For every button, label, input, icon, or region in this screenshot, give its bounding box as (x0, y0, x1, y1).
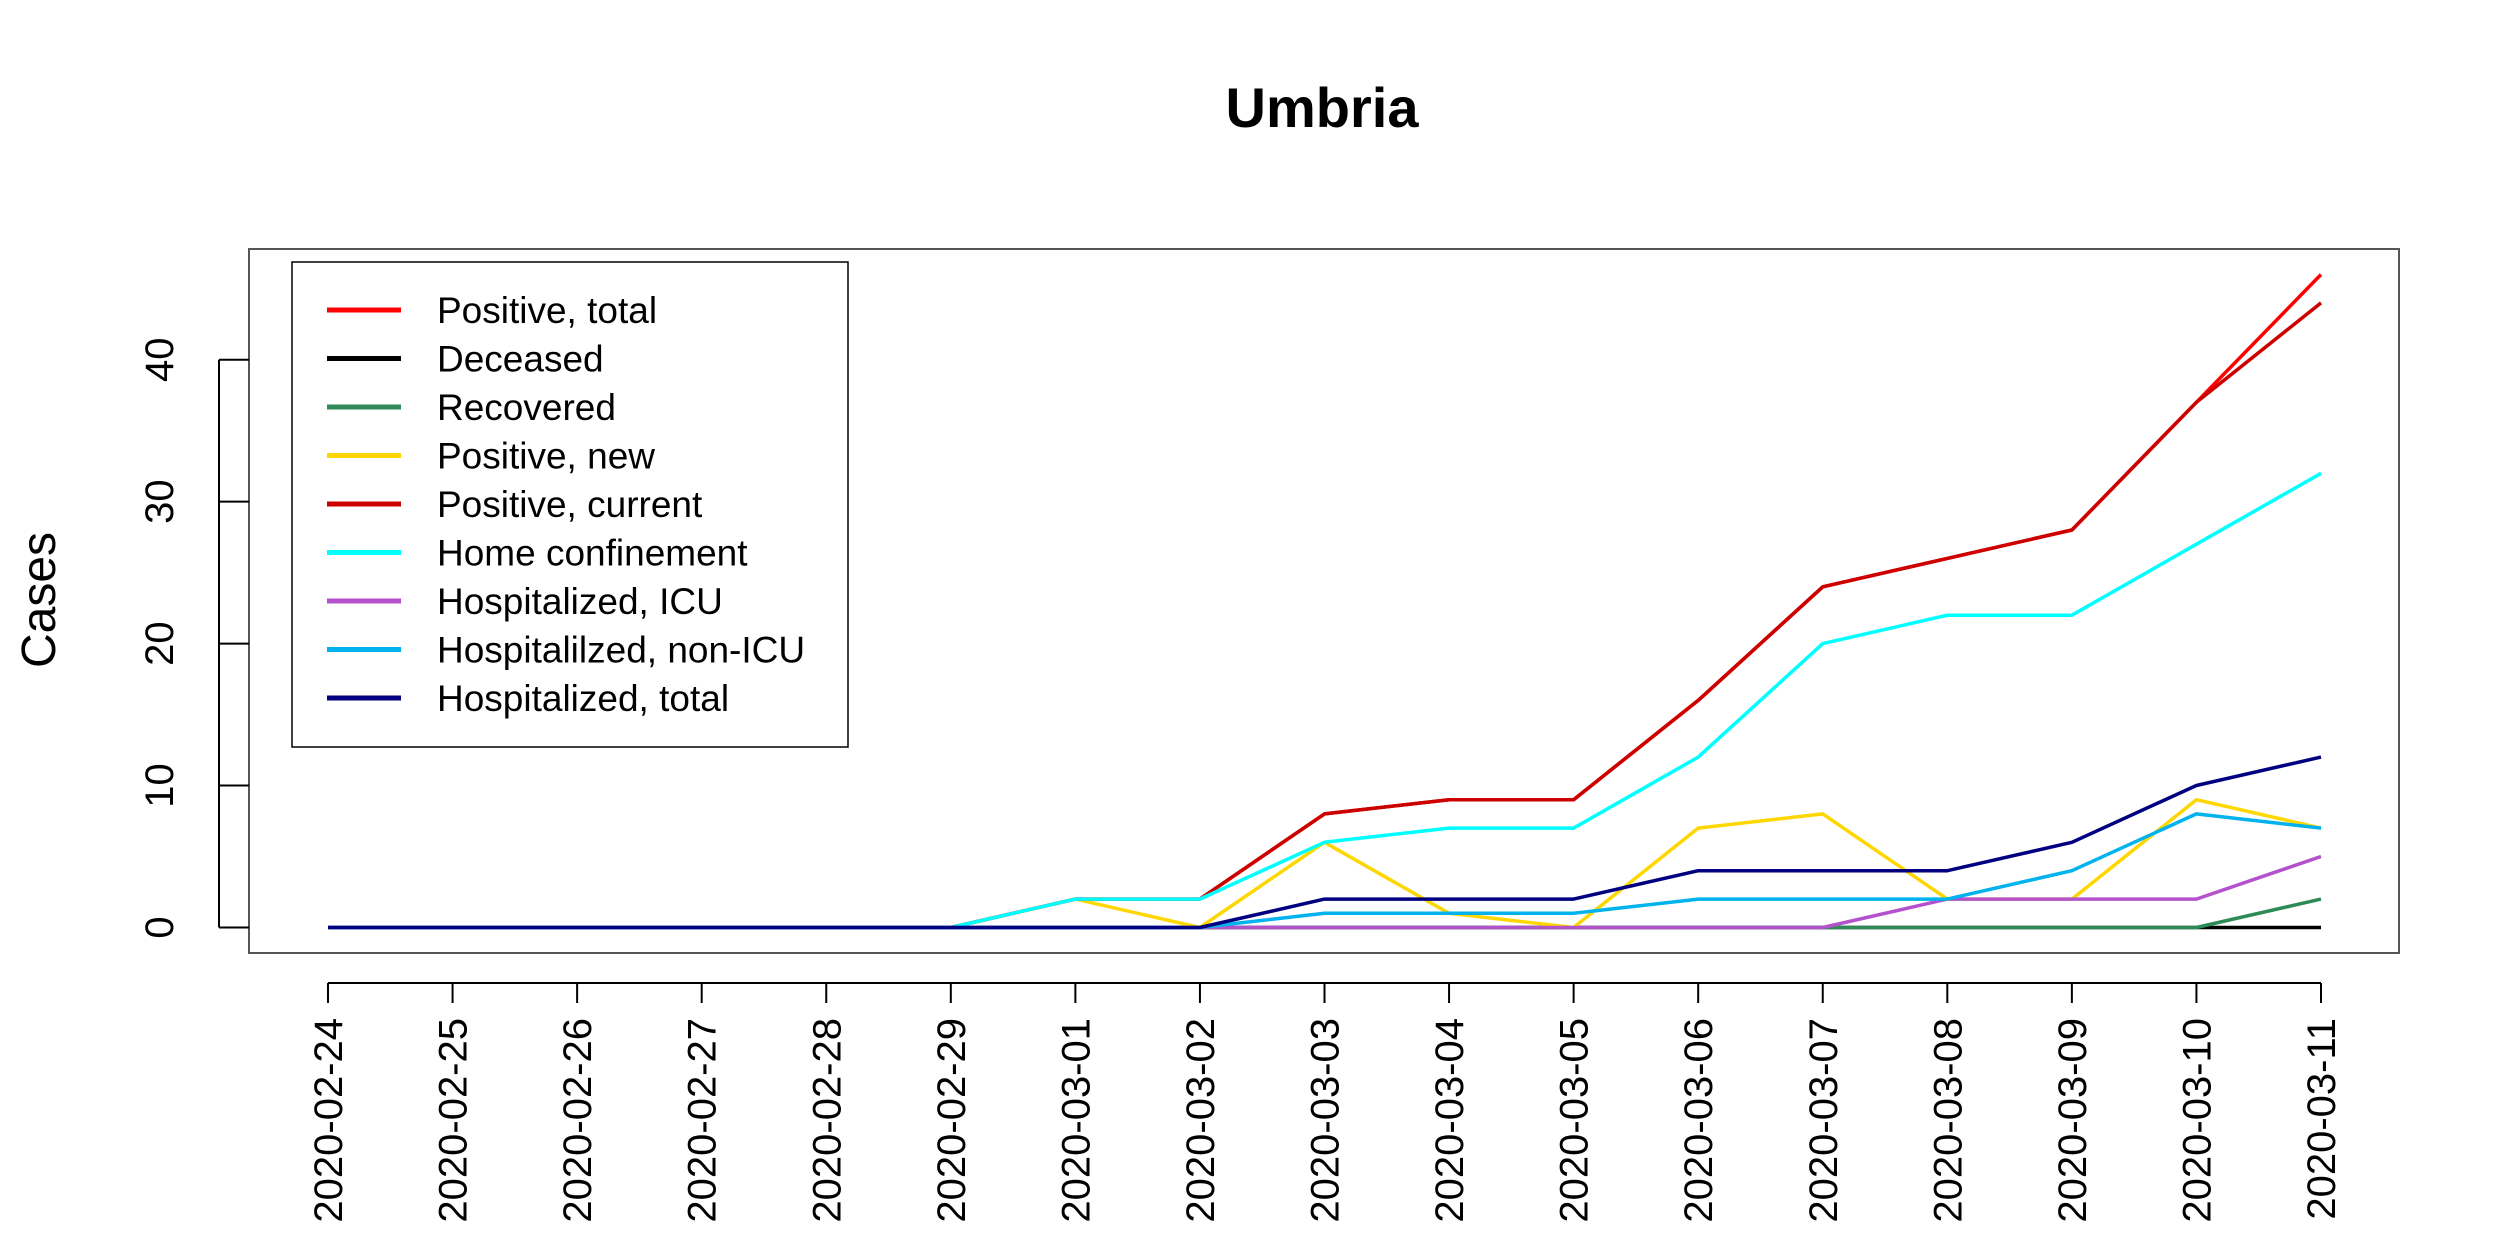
y-tick-label: 30 (138, 479, 182, 523)
x-tick-label: 2020-03-11 (2300, 1018, 2344, 1220)
legend-label: Positive, total (437, 290, 657, 331)
x-tick-label: 2020-03-08 (1926, 1018, 1970, 1223)
x-tick-label: 2020-02-24 (307, 1018, 351, 1223)
legend-label: Positive, current (437, 484, 703, 525)
x-tick-label: 2020-03-06 (1677, 1018, 1721, 1223)
series-line-3 (328, 797, 2322, 930)
series-layer (328, 273, 2323, 930)
x-tick-label: 2020-02-26 (556, 1018, 600, 1223)
x-tick-label: 2020-03-10 (2175, 1018, 2219, 1223)
x-tick-label: 2020-02-27 (681, 1018, 725, 1223)
plot-frame (248, 248, 2400, 954)
x-tick-label: 2020-03-09 (2051, 1018, 2095, 1223)
y-tick-label: 40 (138, 337, 182, 382)
legend-label: Home confinement (437, 533, 748, 574)
y-axis: 0 10 20 30 40 (138, 337, 249, 939)
legend-label: Recovered (437, 387, 616, 428)
x-tick-label: 2020-03-04 (1428, 1018, 1472, 1223)
x-tick-label: 2020-03-01 (1054, 1018, 1098, 1223)
legend-label: Hospitalized, ICU (437, 581, 723, 622)
series-line-8 (328, 755, 2322, 930)
legend-label: Positive, new (437, 436, 655, 477)
legend-label: Hospitalilzed, non-ICU (437, 630, 805, 671)
legend-label: Hospitalized, total (437, 678, 729, 719)
x-tick-label: 2020-03-07 (1802, 1018, 1846, 1223)
legend-label: Deceased (437, 339, 604, 380)
x-tick-label: 2020-03-05 (1553, 1018, 1597, 1223)
chart-title: Umbria (1226, 76, 1420, 139)
y-tick-label: 20 (138, 621, 182, 666)
series-line-6 (328, 854, 2322, 930)
x-tick-label: 2020-02-25 (432, 1018, 476, 1223)
x-tick-label: 2020-03-03 (1304, 1018, 1348, 1223)
x-axis: 2020-02-24 2020-02-25 2020-02-26 2020-02-27… (307, 982, 2344, 1223)
x-tick-label: 2020-03-02 (1179, 1018, 1223, 1223)
x-tick-label: 2020-02-28 (805, 1018, 849, 1223)
y-axis-label: Cases (13, 532, 66, 668)
legend: Positive, total Deceased Recovered Positive… (291, 261, 849, 748)
series-line-7 (328, 812, 2322, 930)
y-tick-label: 0 (138, 916, 182, 938)
y-tick-label: 10 (138, 763, 182, 808)
x-tick-label: 2020-02-29 (930, 1018, 974, 1223)
